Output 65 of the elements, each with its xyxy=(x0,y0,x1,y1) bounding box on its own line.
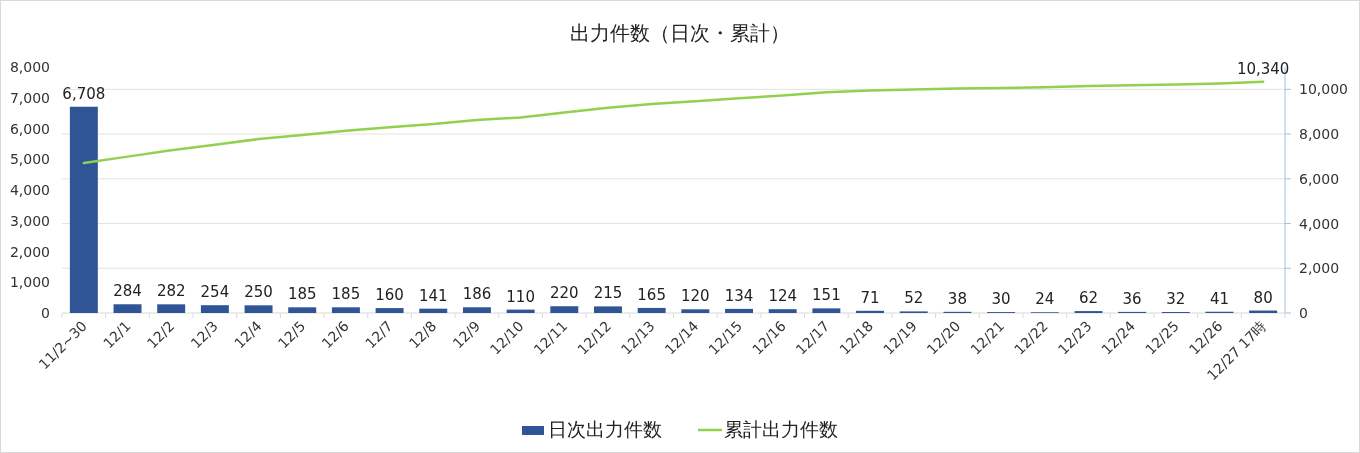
y-tick-label: 7,000 xyxy=(9,89,50,106)
data-label: 38 xyxy=(947,289,967,308)
data-label: 151 xyxy=(812,286,841,305)
y2-tick-label: 0 xyxy=(1299,305,1308,321)
y2-tick-label: 8,000 xyxy=(1299,126,1340,143)
bar xyxy=(594,306,622,313)
bar xyxy=(419,308,448,313)
data-label: 160 xyxy=(375,286,404,305)
bar xyxy=(69,106,98,313)
bar xyxy=(113,304,142,313)
y2-tick-label: 4,000 xyxy=(1299,215,1340,232)
y2-tick-label: 2,000 xyxy=(1299,260,1340,277)
bar xyxy=(856,310,885,313)
data-label: 186 xyxy=(462,285,492,304)
data-label: 30 xyxy=(991,290,1011,309)
data-label: 24 xyxy=(1035,290,1055,309)
data-label: 141 xyxy=(418,286,448,305)
y-tick-label: 8,000 xyxy=(9,59,50,75)
data-label: 250 xyxy=(244,283,273,302)
chart-title: 出力件数（日次・累計） xyxy=(570,21,790,45)
y-tick-label: 2,000 xyxy=(9,243,50,260)
data-label: 185 xyxy=(331,285,361,304)
y-tick-label: 5,000 xyxy=(9,151,50,168)
bar xyxy=(725,308,753,313)
legend-label: 日次出力件数 xyxy=(548,418,662,440)
data-label: 110 xyxy=(506,287,535,306)
data-label: 52 xyxy=(904,289,924,308)
bar xyxy=(681,309,710,313)
data-label: 71 xyxy=(860,288,880,307)
data-label: 120 xyxy=(681,287,710,306)
bar xyxy=(550,306,579,313)
data-label: 215 xyxy=(593,284,623,303)
data-label: 185 xyxy=(287,285,317,304)
data-label: 165 xyxy=(637,285,666,304)
data-label: 284 xyxy=(113,282,142,301)
bar xyxy=(244,305,273,313)
data-label: 41 xyxy=(1209,289,1230,308)
data-label: 32 xyxy=(1166,290,1186,309)
y2-tick-label: 6,000 xyxy=(1299,170,1340,187)
y2-tick-label: 10,000 xyxy=(1299,81,1348,98)
y-tick-label: 3,000 xyxy=(9,212,50,229)
data-label: 62 xyxy=(1078,289,1098,308)
bar xyxy=(200,305,229,313)
legend-label: 累計出力件数 xyxy=(724,418,838,440)
bar xyxy=(331,307,360,313)
data-label: 134 xyxy=(724,286,754,305)
bar xyxy=(157,304,186,313)
data-label: 220 xyxy=(549,284,579,303)
bar xyxy=(462,307,491,313)
y-tick-label: 1,000 xyxy=(9,274,50,291)
y-tick-label: 0 xyxy=(41,305,50,321)
bar xyxy=(637,307,666,313)
data-label: 254 xyxy=(200,283,230,302)
y-tick-label: 4,000 xyxy=(9,182,50,198)
data-label: 10,340 xyxy=(1236,59,1290,78)
bar xyxy=(288,307,317,313)
y-tick-label: 6,000 xyxy=(9,120,50,137)
bar xyxy=(375,308,404,313)
data-label: 124 xyxy=(768,287,798,306)
bar xyxy=(768,309,797,313)
data-label: 80 xyxy=(1253,288,1273,307)
data-label: 6,708 xyxy=(62,84,106,103)
data-label: 36 xyxy=(1122,289,1142,308)
data-label: 282 xyxy=(156,282,186,301)
bar xyxy=(812,308,841,313)
